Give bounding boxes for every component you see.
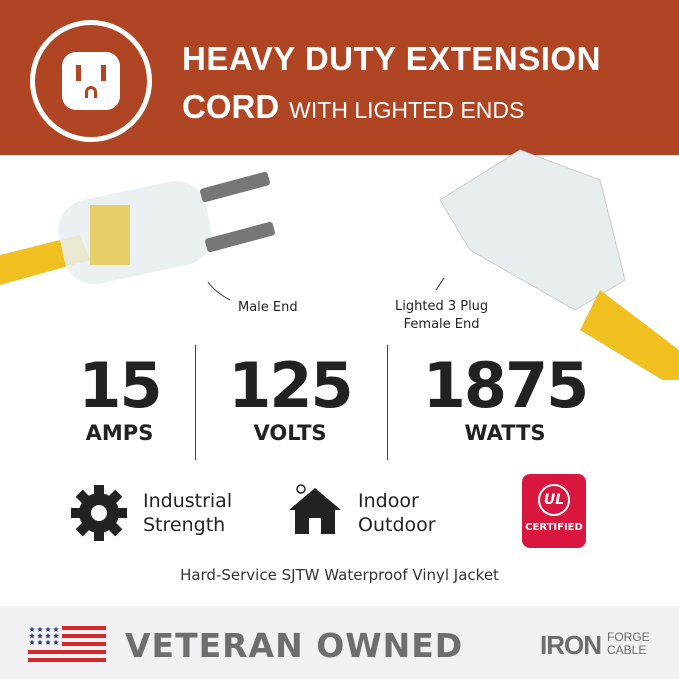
flag-star-icon: [45, 639, 51, 645]
flag-star-icon: [29, 639, 35, 645]
subtitle: WITH LIGHTED ENDS: [289, 97, 525, 123]
flag-star-icon: [53, 633, 59, 639]
flag-star-icon: [53, 626, 59, 632]
title-line2: CORD WITH LIGHTED ENDS: [182, 88, 525, 125]
footer: VETERAN OWNED IRON FORGE CABLE: [0, 606, 679, 679]
male-end-label: Male End: [238, 300, 298, 315]
flag-star-icon: [45, 633, 51, 639]
outlet-icon: [30, 20, 152, 142]
flag-star-icon: [29, 626, 35, 632]
divider: [195, 345, 196, 460]
product-image: [0, 149, 679, 380]
flag-star-icon: [53, 639, 59, 645]
flag-star-icon: [37, 626, 43, 632]
feature-indoor-outdoor: Indoor Outdoor: [358, 490, 436, 536]
veteran-owned-text: VETERAN OWNED: [125, 626, 464, 665]
flag-star-icon: [45, 626, 51, 632]
flag-star-icon: [29, 633, 35, 639]
header-banner: HEAVY DUTY EXTENSION CORD WITH LIGHTED EN…: [0, 0, 679, 155]
ul-certified-badge: UL CERTIFIED: [522, 474, 586, 548]
stat-watts: 1875 WATTS: [422, 349, 590, 446]
flag-star-icon: [37, 639, 43, 645]
title-line1: HEAVY DUTY EXTENSION: [182, 40, 601, 77]
feature-industrial: Industrial Strength: [143, 490, 233, 536]
jacket-description: Hard-Service SJTW Waterproof Vinyl Jacke…: [180, 566, 499, 584]
gear-icon: [71, 485, 127, 541]
brand-logo-sub: FORGE CABLE: [607, 630, 650, 657]
female-end-label: Lighted 3 Plug Female End: [395, 299, 489, 332]
house-sun-icon: [289, 484, 341, 534]
brand-logo: IRON: [540, 630, 602, 660]
flag-star-icon: [37, 633, 43, 639]
stat-amps: 15 AMPS: [78, 349, 162, 446]
stat-volts: 125 VOLTS: [228, 349, 353, 446]
divider: [387, 345, 388, 460]
us-flag-icon: [28, 626, 106, 662]
